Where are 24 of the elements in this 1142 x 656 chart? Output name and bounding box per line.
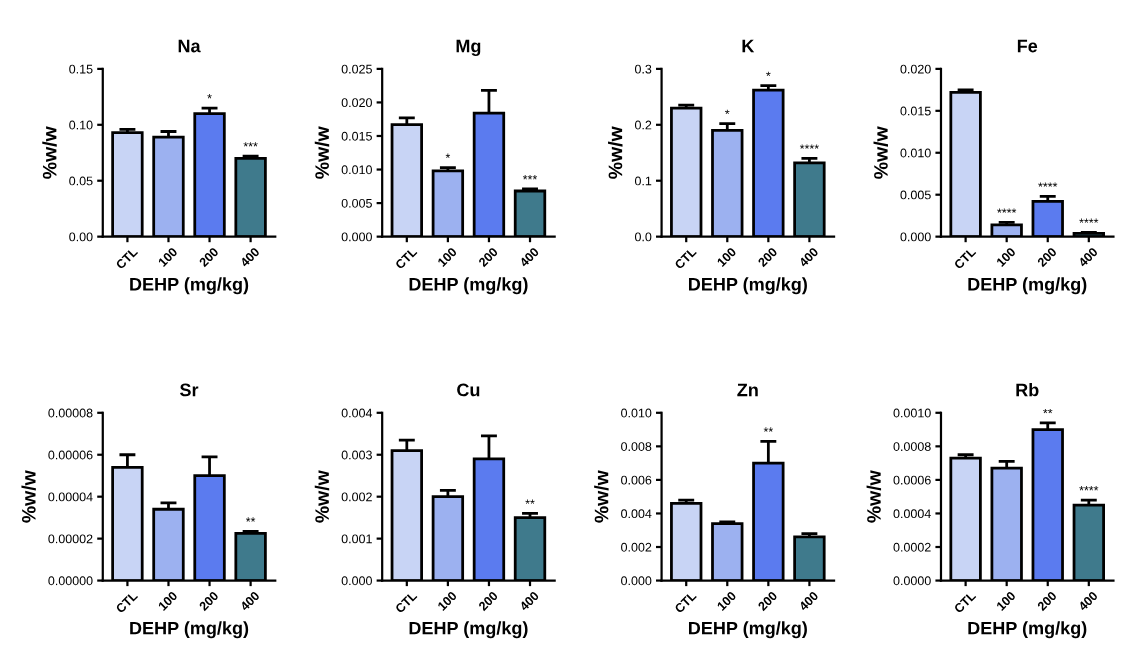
y-axis-title: %w/w	[866, 470, 882, 523]
chart-title: Na	[178, 39, 201, 53]
chart-title: Fe	[1017, 39, 1038, 53]
y-axis-title: %w/w	[608, 126, 623, 179]
chart-title: Rb	[1016, 383, 1039, 397]
x-axis-title: DEHP (mg/kg)	[409, 621, 528, 639]
x-axis-title: DEHP (mg/kg)	[688, 277, 807, 295]
y-axis-title: %w/w	[21, 470, 36, 523]
x-axis-title: DEHP (mg/kg)	[130, 621, 249, 639]
chart-title: Mg	[456, 39, 481, 57]
x-axis-title: DEHP (mg/kg)	[130, 277, 249, 295]
y-axis-title: %w/w	[42, 126, 57, 179]
x-axis-title: DEHP (mg/kg)	[688, 621, 807, 639]
y-axis-title: %w/w	[873, 126, 888, 179]
x-axis-title: DEHP (mg/kg)	[968, 621, 1087, 639]
x-axis-title: DEHP (mg/kg)	[409, 277, 528, 295]
y-axis-title: %w/w	[314, 470, 330, 523]
chart-title: K	[742, 39, 755, 53]
x-axis-title: DEHP (mg/kg)	[968, 277, 1087, 295]
y-axis-title: %w/w	[314, 126, 330, 179]
chart-title: Zn	[737, 383, 758, 397]
chart-title: Cu	[457, 383, 480, 397]
y-axis-title: %w/w	[594, 470, 609, 523]
chart-title: Sr	[180, 383, 199, 397]
